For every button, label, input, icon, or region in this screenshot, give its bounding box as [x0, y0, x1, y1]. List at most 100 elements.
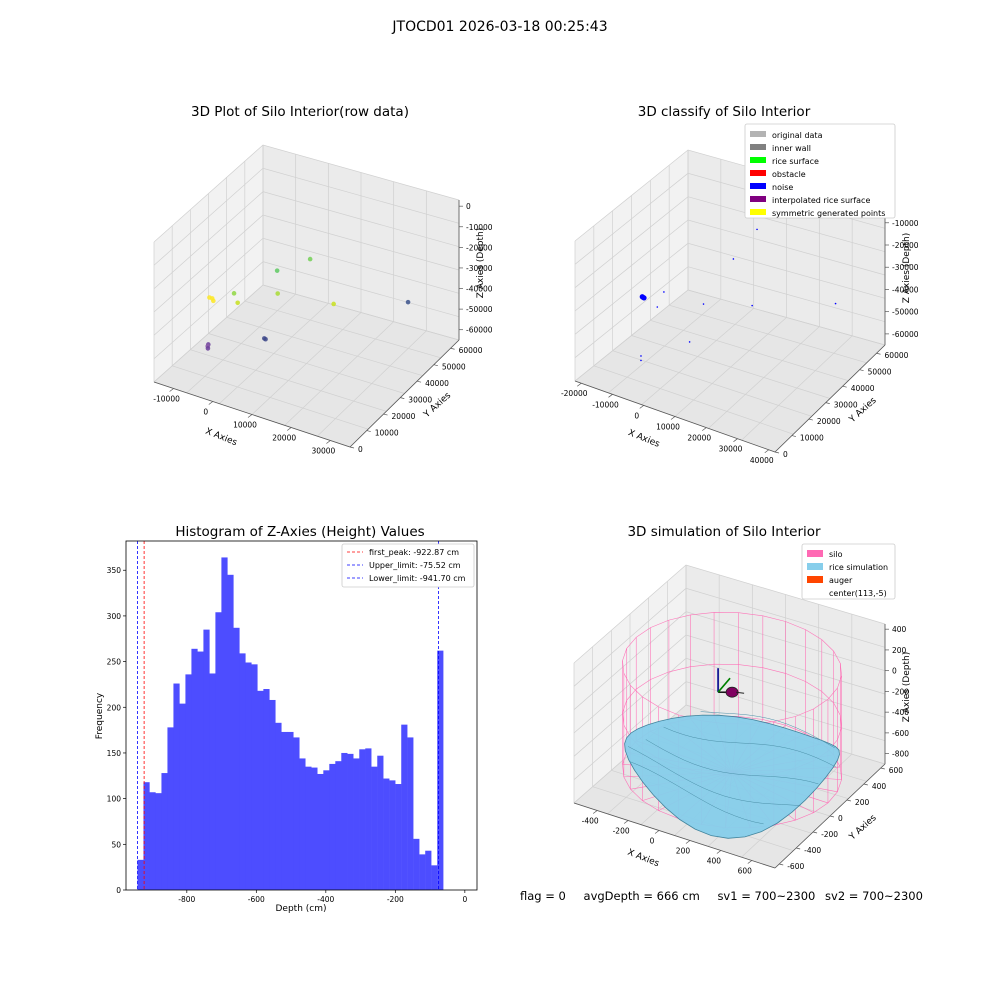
x-tick-label: -200 [387, 895, 404, 904]
y-tick-label: 40000 [851, 384, 875, 393]
y-tick-label: 600 [889, 766, 904, 775]
rice-surface [624, 714, 840, 839]
z-tick-label: -800 [892, 750, 909, 759]
legend: first_peak: -922.87 cm Upper_limit: -75.5… [341, 543, 475, 588]
x-tick [326, 440, 331, 444]
x-tick-label: -400 [317, 895, 334, 904]
histogram-bar [401, 724, 408, 890]
y-tick-label: 60000 [885, 351, 909, 360]
panel-simulation-3d: 3D simulation of Silo Interior -400-2000… [573, 524, 912, 876]
histogram-bar [383, 778, 390, 890]
avg-depth-text: avgDepth = 666 cm [583, 889, 700, 903]
y-tick [812, 831, 818, 834]
histogram-bar [143, 782, 150, 890]
z-tick-label: -600 [892, 729, 909, 738]
data-point [331, 301, 336, 307]
legend-swatch [750, 183, 766, 189]
y-tick-label: 20000 [392, 412, 416, 421]
legend-swatch [750, 196, 766, 202]
histogram-bar [203, 629, 210, 890]
data-point [263, 336, 268, 342]
histogram-bar [269, 699, 276, 890]
y-tick-label: -400 [804, 846, 821, 855]
data-point [656, 306, 659, 308]
y-tick [859, 369, 864, 372]
plot-frame [125, 540, 478, 891]
auger-shaft [736, 691, 745, 694]
histogram-bar [167, 727, 174, 890]
y-tick [796, 847, 801, 850]
histogram-bar [425, 850, 432, 890]
z-tick-label: -10000 [892, 219, 919, 228]
histogram-bar [365, 748, 372, 890]
y-tick-label: 0 [358, 445, 363, 454]
x-tick [639, 405, 644, 409]
y-tick [779, 863, 784, 866]
histogram-bar [179, 703, 186, 890]
x-tick-label: 30000 [719, 445, 743, 454]
data-point [834, 302, 837, 305]
x-tick [247, 414, 253, 418]
histogram-bar [371, 766, 378, 890]
data-point [639, 294, 645, 300]
sv2-text: sv2 = 700~2300 [825, 889, 923, 903]
histogram-bar [245, 662, 252, 890]
gridline [262, 284, 460, 341]
panel-classify-3d: 3D classify of Silo Interior -20000 -1000… [561, 104, 919, 465]
data-point [640, 359, 642, 362]
histogram-bar [347, 753, 354, 890]
z-tick-label: -10000 [466, 223, 493, 232]
panel-title: Histogram of Z-Axies (Height) Values [175, 524, 424, 540]
y-tick [774, 451, 780, 454]
z-tick-label: -30000 [466, 264, 493, 273]
legend-swatch [750, 131, 766, 137]
x-tick-label: 0 [203, 408, 208, 417]
z-tick-label: 0 [892, 667, 897, 676]
y-tick-label: 0 [116, 886, 121, 895]
legend-box [744, 123, 896, 219]
data-point [688, 341, 691, 343]
legend-swatch [807, 563, 823, 570]
histogram-bar [293, 737, 300, 890]
z-axis-label: Z Axies (Depth) [902, 652, 912, 723]
legend-box [341, 543, 475, 588]
z-tick-label: -50000 [892, 308, 919, 317]
histogram-bar [431, 865, 438, 890]
data-point [732, 258, 735, 260]
y-tick-label: 50 [111, 840, 121, 849]
panel-title: 3D classify of Silo Interior [638, 104, 811, 120]
x-tick [286, 427, 292, 431]
data-point [756, 228, 758, 231]
histogram-bar [323, 770, 330, 890]
y-tick-label: 20000 [817, 417, 841, 426]
y-axis-line [349, 339, 460, 448]
y-tick-label: 400 [872, 782, 887, 791]
y-tick [829, 815, 835, 818]
z-tick-label: -60000 [892, 330, 919, 339]
histogram-bar [221, 557, 228, 890]
legend-label: first_peak: -922.87 cm [369, 548, 459, 557]
y-axis-label: Y Axies [847, 813, 879, 843]
histogram-bar [395, 784, 402, 890]
x-tick-label: 20000 [272, 434, 296, 443]
legend-label: inner wall [772, 144, 811, 153]
z-tick-label: 0 [466, 202, 471, 211]
gridline [244, 300, 441, 359]
histogram-bar [311, 767, 318, 890]
histogram-bar [305, 766, 312, 890]
y-tick-label: -600 [787, 862, 804, 871]
histogram-bar [173, 683, 180, 890]
x-tick-label: 400 [707, 857, 722, 866]
y-tick-label: 50000 [868, 368, 892, 377]
panel-title: 3D Plot of Silo Interior(row data) [191, 104, 409, 120]
x-tick-label: 0 [650, 837, 655, 846]
y-axis-line [774, 344, 886, 453]
legend: original data inner wall rice surface obsta… [744, 123, 896, 219]
flag-text: flag = 0 [520, 889, 566, 903]
legend-swatch [750, 157, 766, 163]
y-tick [416, 380, 422, 383]
y-tick-label: 200 [107, 703, 122, 712]
z-tick-label: -40000 [466, 285, 493, 294]
x-tick-label: 600 [738, 867, 753, 876]
